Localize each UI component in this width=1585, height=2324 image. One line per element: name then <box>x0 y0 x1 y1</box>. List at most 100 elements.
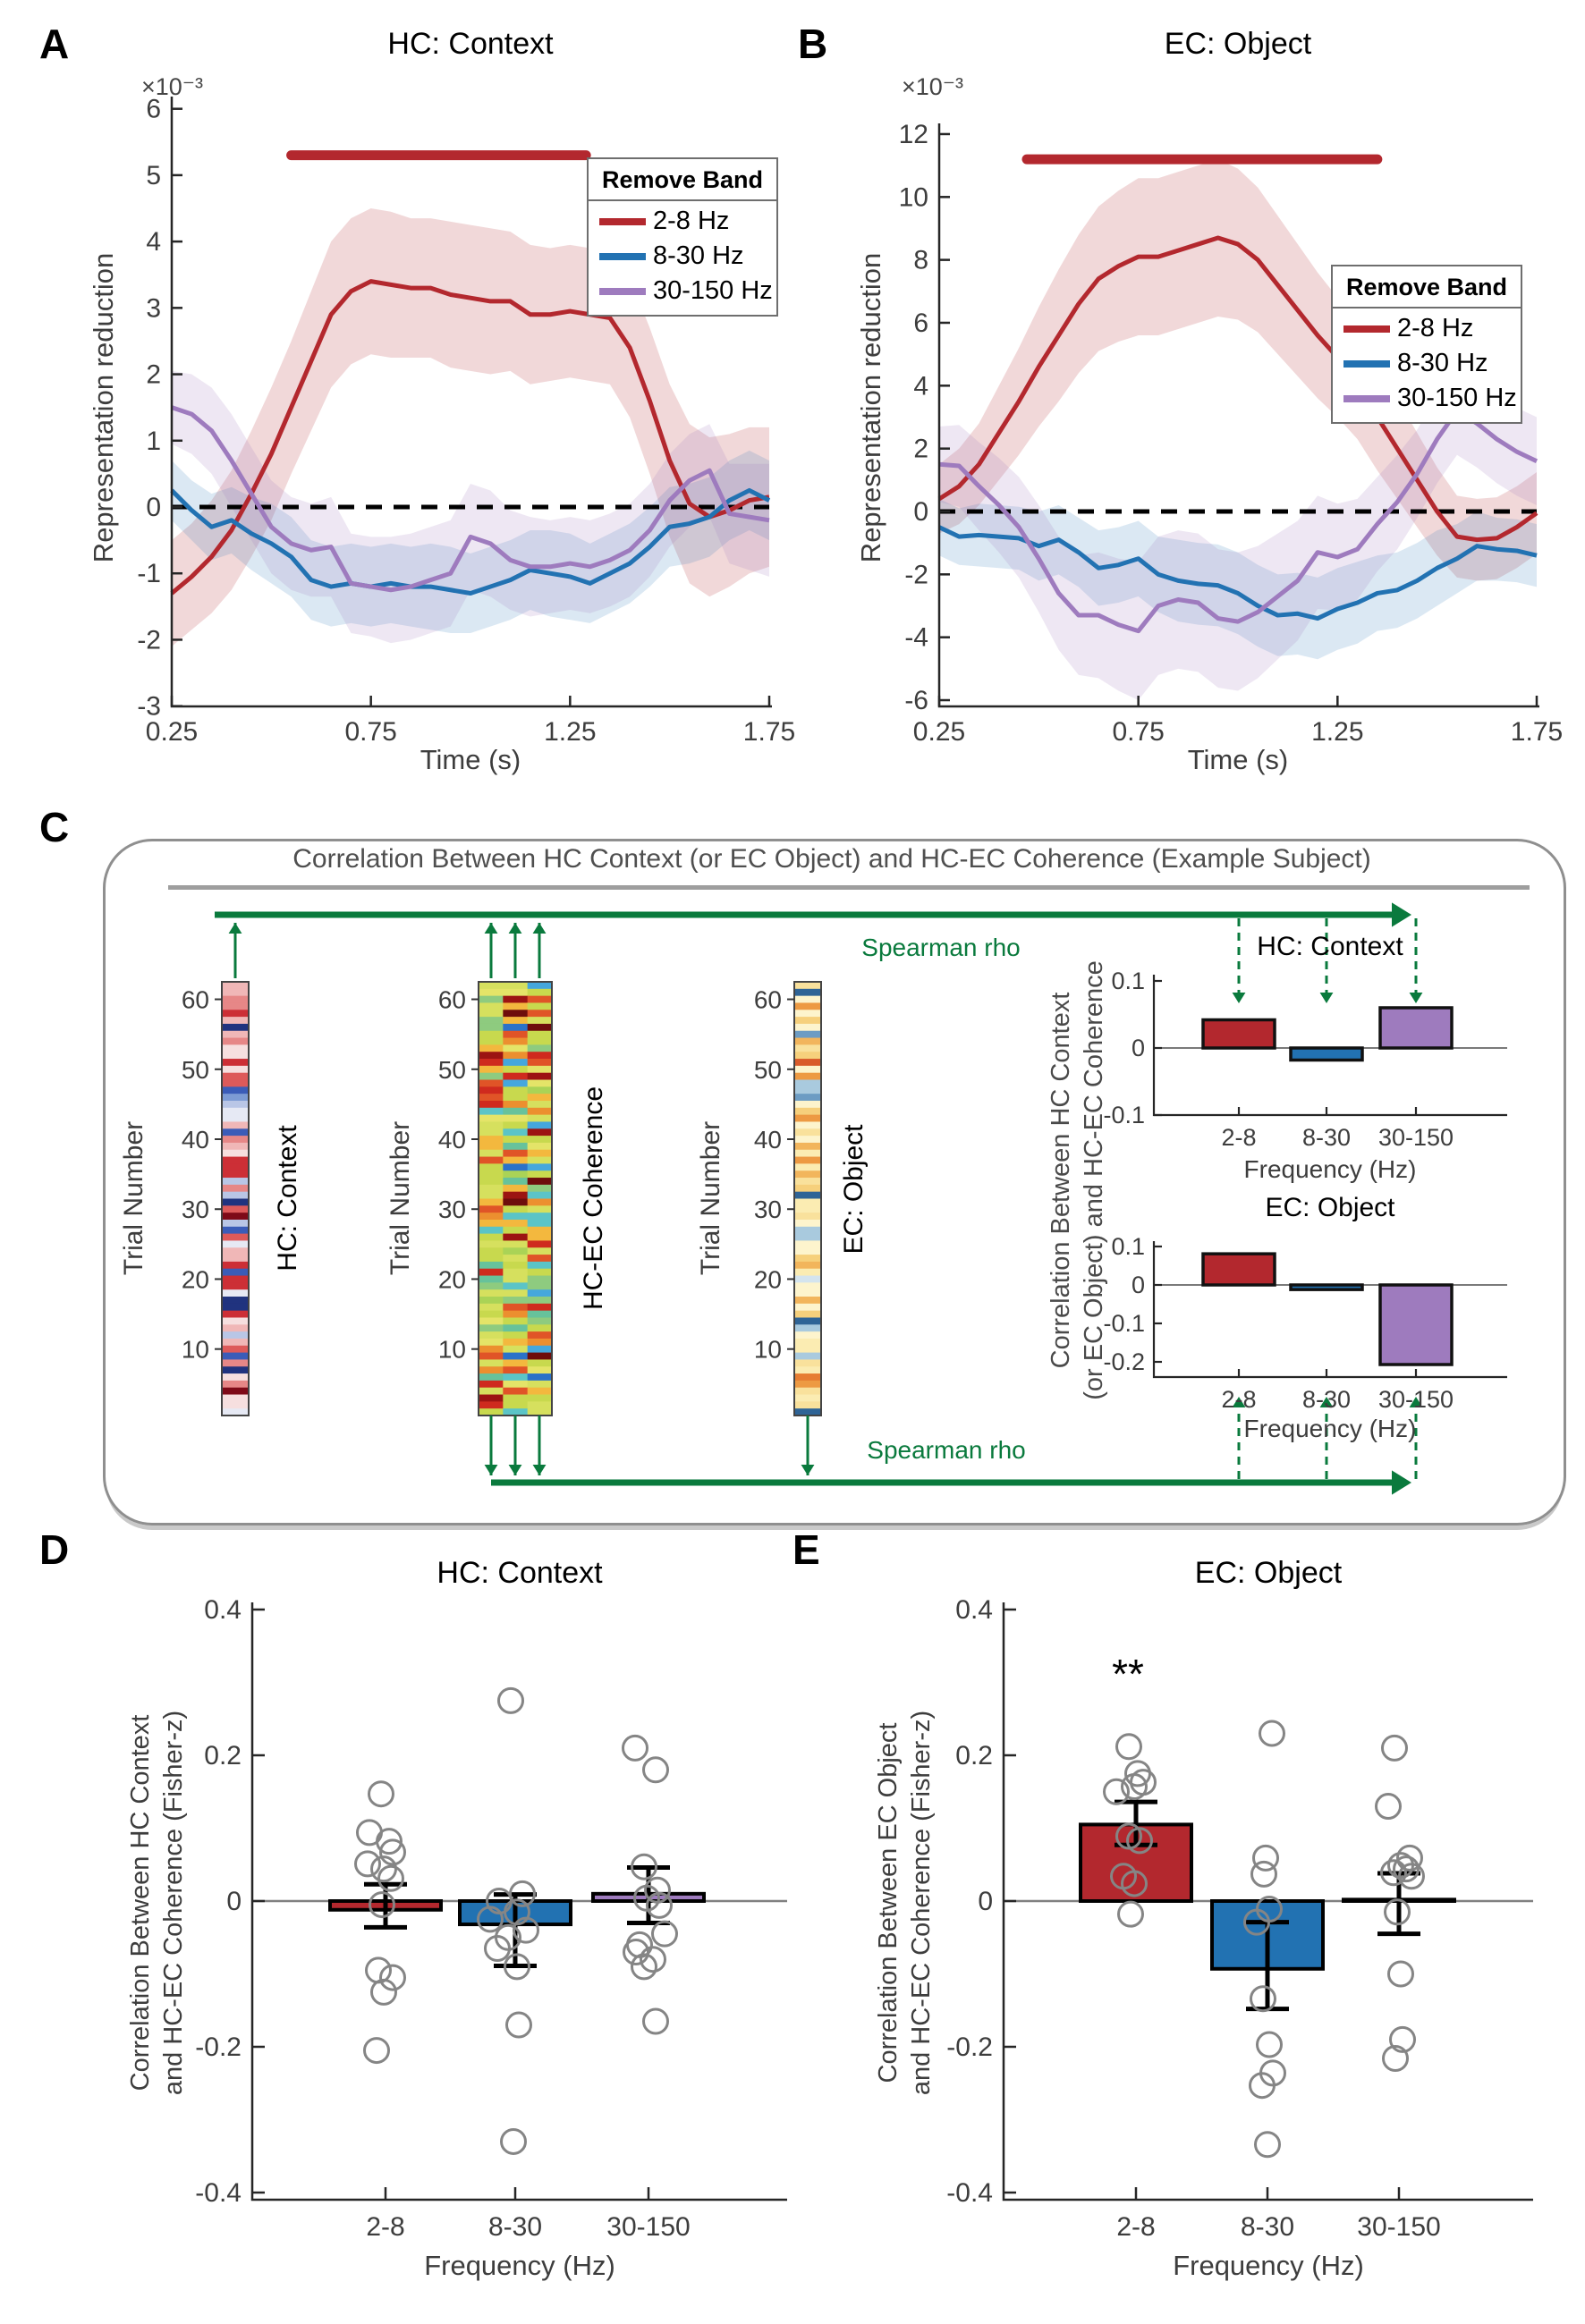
heatmap-hc-ec-coherence-cell <box>527 1240 553 1248</box>
panel-e-scatter-point <box>1250 1985 1276 2013</box>
heatmap-hc-ec-coherence-cell <box>503 1213 529 1221</box>
panel-e-ytick-label: -0.2 <box>946 2032 993 2062</box>
heatmap-ec-object-cell <box>794 1387 822 1396</box>
heatmap-ec-object-cell <box>794 1059 822 1067</box>
heatmap-hc-ec-coherence-cell <box>527 1002 553 1010</box>
legend-item-2-8hz: 2-8 Hz <box>1397 314 1474 342</box>
arrow-ec-object-down-head <box>801 1465 815 1475</box>
heatmap-hc-context-cell <box>222 1408 250 1416</box>
heatmap-hc-ec-coherence-cell <box>503 1149 529 1158</box>
panel-e-scatter-point <box>1254 2131 1281 2159</box>
spearman-bottom-arrowhead <box>1392 1470 1411 1495</box>
heatmap-hc-context-cell <box>222 1401 250 1409</box>
inset-shared-ylabel: Correlation Between HC Context (or EC Ob… <box>1045 960 1111 1400</box>
panel-e-scatter-point <box>1396 1844 1423 1872</box>
heatmap-hc-ec-coherence-cell <box>527 1219 553 1228</box>
heatmap-hc-context-trial-tick-label: 10 <box>182 1336 209 1364</box>
heatmap-ec-object-cell <box>794 1128 822 1137</box>
heatmap-hc-ec-coherence-cell <box>479 1359 504 1367</box>
heatmap-hc-context-cell <box>222 1331 250 1339</box>
panel-d-ytick-label: 0.2 <box>204 1741 242 1770</box>
heatmap-ec-object-cell <box>794 1044 822 1052</box>
panel-a-line-8-30 Hz <box>170 487 771 596</box>
heatmap-hc-context-cell <box>222 1079 250 1087</box>
heatmap-ec-object-cell <box>794 1213 822 1221</box>
heatmap-hc-context-trial-tick-label: 30 <box>182 1196 209 1223</box>
panel-b-xtick-label: 0.75 <box>1112 717 1164 747</box>
inset-shared-ylabel-line1: Correlation Between HC Context <box>1047 992 1075 1369</box>
heatmap-hc-ec-coherence-cell <box>479 1352 504 1360</box>
panel-e-ytick-label: 0.4 <box>955 1595 993 1625</box>
heatmap-hc-ec-coherence-cell <box>527 1170 553 1179</box>
panel-a-ytick-label: 0 <box>146 493 161 522</box>
heatmap-hc-ec-coherence-cell <box>503 1184 529 1193</box>
heatmap-ec-object-cell <box>794 1072 822 1081</box>
panel-d-scatter-point <box>379 1964 406 1991</box>
heatmap-hc-ec-coherence-cell <box>503 1297 529 1305</box>
heatmap-hc-ec-coherence-cell <box>503 1065 529 1074</box>
heatmap-hc-ec-coherence-trial-tick-label: 30 <box>438 1196 466 1223</box>
panel-d-scatter-point <box>368 1780 394 1808</box>
panel-label-d: D <box>39 1526 70 1573</box>
heatmap-hc-ec-coherence-cell <box>527 1086 553 1094</box>
inset-top-bar-30-150 <box>1378 1006 1454 1050</box>
heatmap-hc-ec-coherence-cell <box>503 1401 529 1409</box>
legend-swatch-8-30hz <box>599 252 646 260</box>
heatmap-hc-context-cell <box>222 1268 250 1277</box>
heatmap-hc-ec-coherence-cell <box>503 1037 529 1045</box>
panel-b-xtick-label: 0.25 <box>913 717 965 747</box>
heatmap-hc-ec-coherence-cell <box>503 1261 529 1270</box>
heatmap-ec-object-cell <box>794 1094 822 1102</box>
heatmap-hc-ec-coherence-cell <box>503 1191 529 1199</box>
heatmap-ec-object-cell <box>794 1297 822 1305</box>
heatmap-hc-ec-coherence-cell <box>479 1079 504 1087</box>
heatmap-ec-object-cell <box>794 1247 822 1255</box>
heatmap-hc-context-cell <box>222 1100 250 1109</box>
heatmap-hc-ec-coherence-cell <box>479 1142 504 1151</box>
heatmap-hc-ec-coherence-cell <box>479 1002 504 1010</box>
heatmap-hc-context-cell <box>222 1065 250 1074</box>
panel-e-scatter-point <box>1382 2045 1409 2073</box>
inset-bottom-bar-2-8 <box>1201 1252 1276 1287</box>
heatmap-hc-context-cell <box>222 1345 250 1354</box>
heatmap-hc-ec-coherence-cell <box>479 1149 504 1158</box>
panel-e-scatter-point <box>1256 2031 1283 2058</box>
panel-a-line-30-150 Hz <box>171 405 770 593</box>
heatmap-hc-context-trial-tick-label: 60 <box>182 986 209 1014</box>
heatmap-ec-object-cell <box>794 1373 822 1382</box>
heatmap-hc-context-cell <box>222 1213 250 1221</box>
heatmap-hc-ec-coherence-cell <box>527 1213 553 1221</box>
heatmap-ec-object-trial-tick-label: 20 <box>754 1265 782 1293</box>
heatmap-hc-ec-coherence-cell <box>503 1023 529 1032</box>
inset-top-xtick-label: 8-30 <box>1302 1124 1351 1151</box>
heatmap-hc-ec-coherence-cell <box>479 1072 504 1081</box>
heatmap-ec-object-cell <box>794 1107 822 1116</box>
heatmap-hc-ec-coherence-cell <box>479 1163 504 1171</box>
heatmap-hc-context-cell <box>222 1017 250 1025</box>
heatmap-hc-ec-coherence-cell <box>479 1100 504 1109</box>
heatmap-hc-ec-coherence-cell <box>503 1178 529 1186</box>
heatmap-hc-ec-coherence-cell <box>479 1380 504 1389</box>
heatmap-hc-ec-coherence-cell <box>479 1044 504 1052</box>
heatmap-ec-object-cell <box>794 1303 822 1312</box>
panel-e-scatter-point <box>1252 1844 1279 1872</box>
heatmap-hc-context-cell <box>222 1297 250 1305</box>
panel-d-ylabel: Correlation Between HC Context and HC-EC… <box>124 1711 191 2095</box>
panel-a-exponent-label: ×10⁻³ <box>141 73 204 100</box>
panel-d-scatter-point <box>646 1891 673 1919</box>
inset-bottom-xtick-label: 8-30 <box>1302 1386 1351 1413</box>
heatmap-ec-object-cell <box>794 1324 822 1332</box>
heatmap-hc-ec-coherence-cell <box>503 1198 529 1206</box>
inset-bottom-ytick-label: 0 <box>1132 1272 1145 1298</box>
heatmap-ec-object-cell <box>794 1052 822 1060</box>
heatmap-label-hc-context: HC: Context <box>273 1125 302 1272</box>
trial-number-label-left: Trial Number <box>119 1120 148 1276</box>
heatmap-hc-ec-coherence-cell <box>503 1142 529 1151</box>
panel-d-ylabel-line2: and HC-EC Coherence (Fisher-z) <box>159 1710 188 2096</box>
heatmap-hc-context-cell <box>222 1142 250 1151</box>
panel-d-ytick-label: -0.2 <box>195 2032 242 2062</box>
trial-number-label-right: Trial Number <box>696 1120 725 1276</box>
heatmap-ec-object-cell <box>794 1331 822 1339</box>
panel-e-ytick-label: 0.2 <box>955 1741 993 1770</box>
heatmap-hc-ec-coherence-cell <box>503 1163 529 1171</box>
